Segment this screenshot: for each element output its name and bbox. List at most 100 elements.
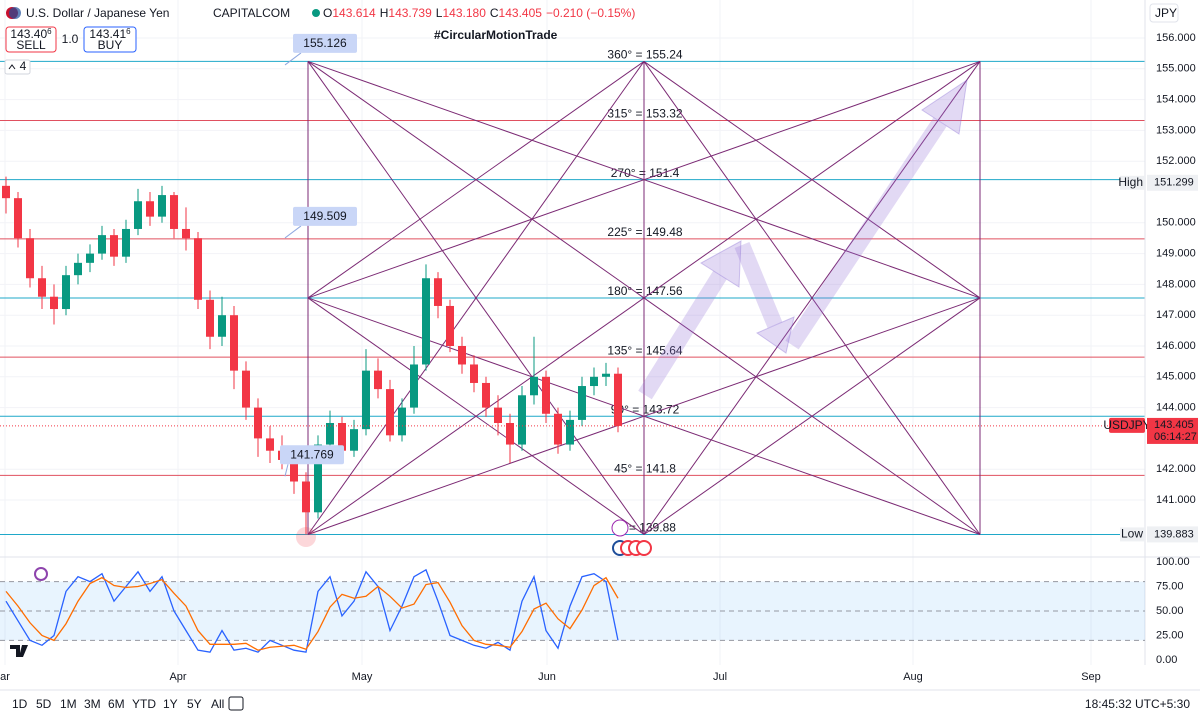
axis-value-tag bbox=[1147, 174, 1198, 191]
indicator-count[interactable]: 4 bbox=[20, 59, 27, 73]
candle-body bbox=[398, 407, 406, 436]
candle-body bbox=[554, 413, 562, 445]
y-tick-label: 150.000 bbox=[1156, 217, 1196, 229]
last-price-tag bbox=[1147, 417, 1198, 444]
change: −0.210 (−0.15%) bbox=[546, 6, 635, 20]
candle-body bbox=[518, 395, 526, 445]
caret-icon[interactable] bbox=[8, 64, 16, 70]
x-tick-label: ar bbox=[0, 671, 10, 683]
c-label: C bbox=[490, 6, 499, 20]
gann-level-label: 315° = 153.32 bbox=[607, 107, 683, 121]
event-icon bbox=[636, 540, 652, 556]
l-value: 143.180 bbox=[442, 6, 486, 20]
h-value: 143.739 bbox=[388, 6, 432, 20]
buy-price-main[interactable]: 143.41 bbox=[89, 27, 126, 41]
candle-body bbox=[614, 373, 622, 426]
symbol-tag bbox=[1109, 417, 1145, 433]
callout-pointer bbox=[284, 225, 302, 239]
sell-label[interactable]: SELL bbox=[16, 38, 46, 52]
callout-label: 149.509 bbox=[303, 209, 347, 223]
sell-price-digit[interactable]: 6 bbox=[47, 27, 52, 36]
candle-body bbox=[542, 376, 550, 414]
callout-pointer bbox=[284, 464, 289, 477]
range-button[interactable]: 3M bbox=[84, 697, 101, 711]
axis-label-tag bbox=[1120, 175, 1145, 190]
oscillator-tick-label: 75.00 bbox=[1156, 580, 1184, 592]
candle-body bbox=[494, 407, 502, 423]
indicator-toggle[interactable] bbox=[4, 59, 31, 75]
axis-value-label: 151.299 bbox=[1154, 177, 1194, 189]
range-button[interactable]: 5D bbox=[36, 697, 52, 711]
candle-body bbox=[206, 299, 214, 337]
range-button[interactable]: 1M bbox=[60, 697, 77, 711]
calendar-icon[interactable] bbox=[228, 696, 244, 711]
candle-body bbox=[290, 459, 298, 482]
candle-body bbox=[362, 370, 370, 430]
flag-icon bbox=[9, 7, 21, 19]
gann-fan-line bbox=[643, 297, 981, 535]
candle-body bbox=[374, 370, 382, 390]
gann-level-label: 225° = 149.48 bbox=[607, 225, 683, 239]
candle-body bbox=[26, 238, 34, 279]
sell-price-main[interactable]: 143.40 bbox=[10, 27, 47, 41]
range-button[interactable]: 1D bbox=[12, 697, 28, 711]
sell-price[interactable]: 143.406 bbox=[10, 27, 52, 41]
candle-body bbox=[50, 296, 58, 310]
candle-body bbox=[122, 228, 130, 257]
candle-body bbox=[470, 364, 478, 383]
axis-value-tag bbox=[1147, 526, 1198, 543]
gann-level-label: 360° = 155.24 bbox=[607, 48, 683, 62]
sell-button[interactable] bbox=[5, 26, 57, 53]
oscillator-line bbox=[5, 576, 619, 651]
y-tick-label: 153.000 bbox=[1156, 124, 1196, 136]
projection-arrow-shaft bbox=[734, 241, 783, 329]
range-button[interactable]: All bbox=[211, 697, 224, 711]
buy-label[interactable]: BUY bbox=[98, 38, 123, 52]
projection-arrow-head bbox=[700, 240, 742, 288]
candle-body bbox=[86, 253, 94, 263]
range-button[interactable]: 6M bbox=[108, 697, 125, 711]
oscillator-tick-label: 0.00 bbox=[1156, 654, 1177, 666]
indicator-icon[interactable] bbox=[34, 567, 48, 581]
candle-body bbox=[506, 422, 514, 445]
candle-body bbox=[38, 278, 46, 297]
x-tick-label: Jun bbox=[538, 671, 556, 683]
status-dot bbox=[312, 9, 320, 17]
callout-box bbox=[280, 445, 344, 465]
projection-arrow-shaft bbox=[638, 270, 727, 400]
candle-body bbox=[530, 376, 538, 396]
currency-button[interactable] bbox=[1149, 3, 1179, 23]
candle-body bbox=[338, 422, 346, 451]
gann-level-label: 180° = 147.56 bbox=[607, 284, 683, 298]
source: CAPITALCOM bbox=[213, 6, 290, 20]
h-label: H bbox=[380, 6, 389, 20]
range-button[interactable]: 5Y bbox=[187, 697, 202, 711]
range-button[interactable]: YTD bbox=[132, 697, 156, 711]
candle-body bbox=[266, 438, 274, 451]
axis-label-name: High bbox=[1118, 175, 1143, 189]
buy-price-digit[interactable]: 6 bbox=[126, 27, 131, 36]
candle-body bbox=[242, 370, 250, 408]
candle-body bbox=[350, 429, 358, 451]
candle-body bbox=[314, 444, 322, 513]
y-tick-label: 155.000 bbox=[1156, 63, 1196, 75]
buy-price[interactable]: 143.416 bbox=[89, 27, 131, 41]
candle-body bbox=[302, 481, 310, 513]
candle-body bbox=[134, 201, 142, 229]
candle-body bbox=[62, 275, 70, 310]
c-value: 143.405 bbox=[499, 6, 543, 20]
candle-body bbox=[434, 278, 442, 306]
candle-body bbox=[386, 389, 394, 436]
event-icon bbox=[611, 519, 629, 537]
candle-body bbox=[182, 228, 190, 239]
buy-button[interactable] bbox=[83, 26, 137, 53]
y-tick-label: 141.000 bbox=[1156, 494, 1196, 506]
gann-level-label: 90° = 143.72 bbox=[611, 402, 680, 416]
range-button[interactable]: 1Y bbox=[163, 697, 178, 711]
symbol-tag-label: USDJPY bbox=[1103, 418, 1150, 432]
candle-body bbox=[482, 382, 490, 408]
projection-arrow-shaft bbox=[785, 117, 947, 350]
x-tick-label: Aug bbox=[903, 671, 923, 683]
currency[interactable]: JPY bbox=[1155, 6, 1177, 20]
